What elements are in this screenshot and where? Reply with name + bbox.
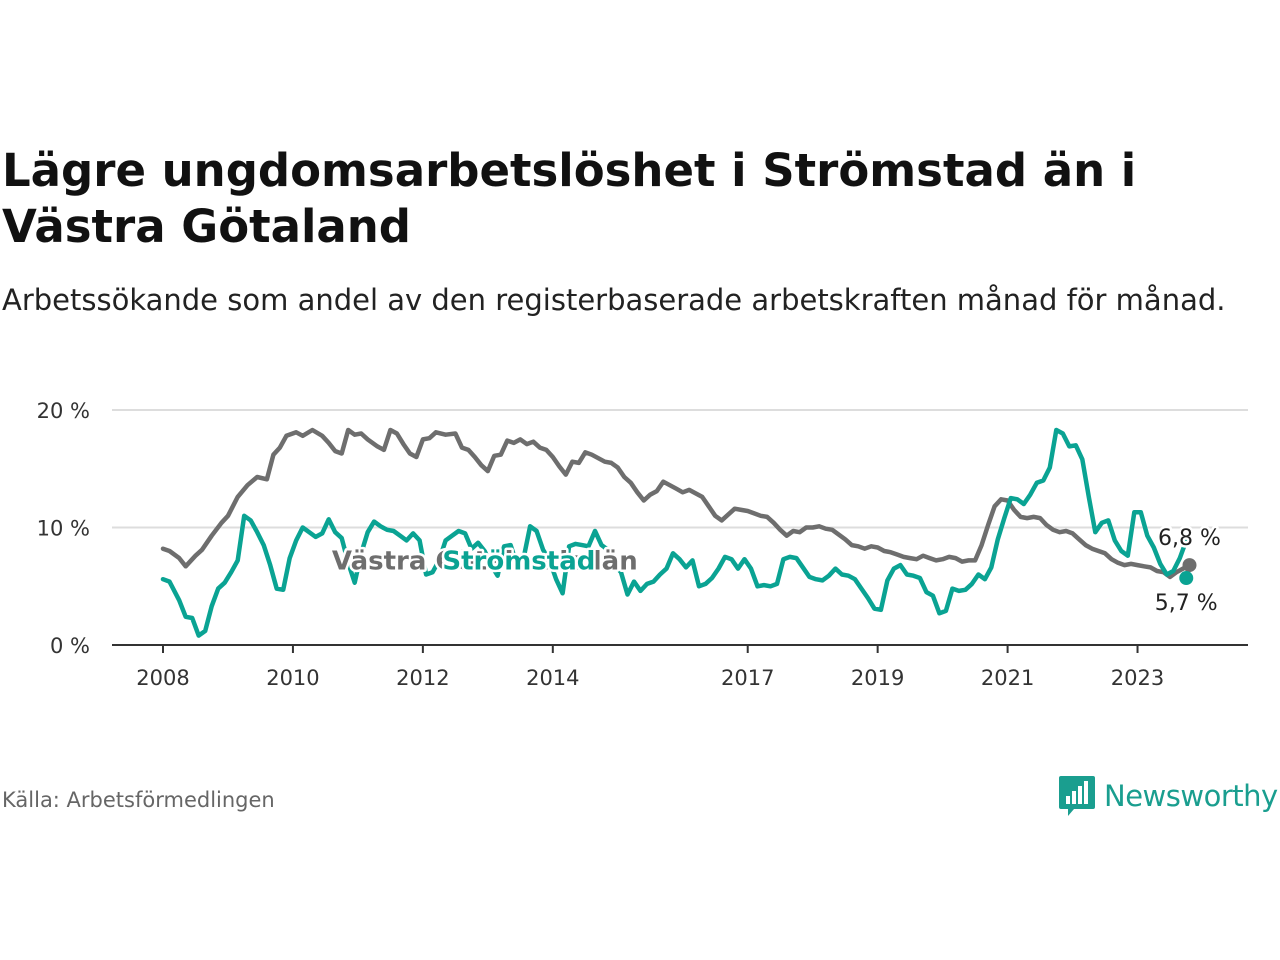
y-tick-label: 0 %: [50, 634, 90, 658]
end-label-stromstad: 5,7 %: [1155, 591, 1218, 616]
end-label-vastra-gotaland: 6,8 %: [1158, 526, 1221, 551]
chart-series: [160, 427, 1192, 638]
grid-lines: [112, 409, 1248, 529]
series-label-vastra-gotaland: Västra Götalands län: [332, 546, 638, 576]
bar-chart-speech-bubble-icon: [1059, 776, 1095, 816]
series-line-stromstad: [160, 427, 1189, 638]
x-tick-label: 2017: [721, 666, 774, 690]
end-point-stromstad: [1179, 571, 1194, 586]
y-tick-label: 10 %: [37, 517, 90, 541]
y-tick-label: 20 %: [37, 399, 90, 423]
x-tick-label: 2021: [981, 666, 1034, 690]
x-tick-label: 2010: [266, 666, 319, 690]
x-axis: 2008 2010 2012 2014 2017 2019 2021 2023: [112, 644, 1248, 690]
end-point-vastra-gotaland: [1182, 558, 1197, 573]
x-tick-label: 2012: [396, 666, 449, 690]
newsworthy-logo[interactable]: Newsworthy: [1058, 772, 1278, 820]
chart-title: Lägre ungdomsarbetslöshet i Strömstad än…: [2, 144, 1137, 253]
series-label-stromstad: Strömstad: [442, 546, 595, 576]
x-tick-label: 2014: [526, 666, 579, 690]
brand-name: Newsworthy: [1104, 779, 1278, 813]
y-axis-ticks: 0 % 10 % 20 %: [37, 399, 90, 658]
line-chart: 0 % 10 % 20 % 2008 2010 2012 2014 2017 2019 2021…: [37, 399, 1248, 690]
x-tick-label: 2019: [851, 666, 904, 690]
series-line-vastra-gotaland: [160, 427, 1192, 580]
x-tick-label: 2023: [1111, 666, 1164, 690]
chart-subtitle: Arbetssökande som andel av den registerb…: [2, 283, 1226, 317]
x-tick-label: 2008: [136, 666, 189, 690]
source-note: Källa: Arbetsförmedlingen: [2, 788, 275, 812]
